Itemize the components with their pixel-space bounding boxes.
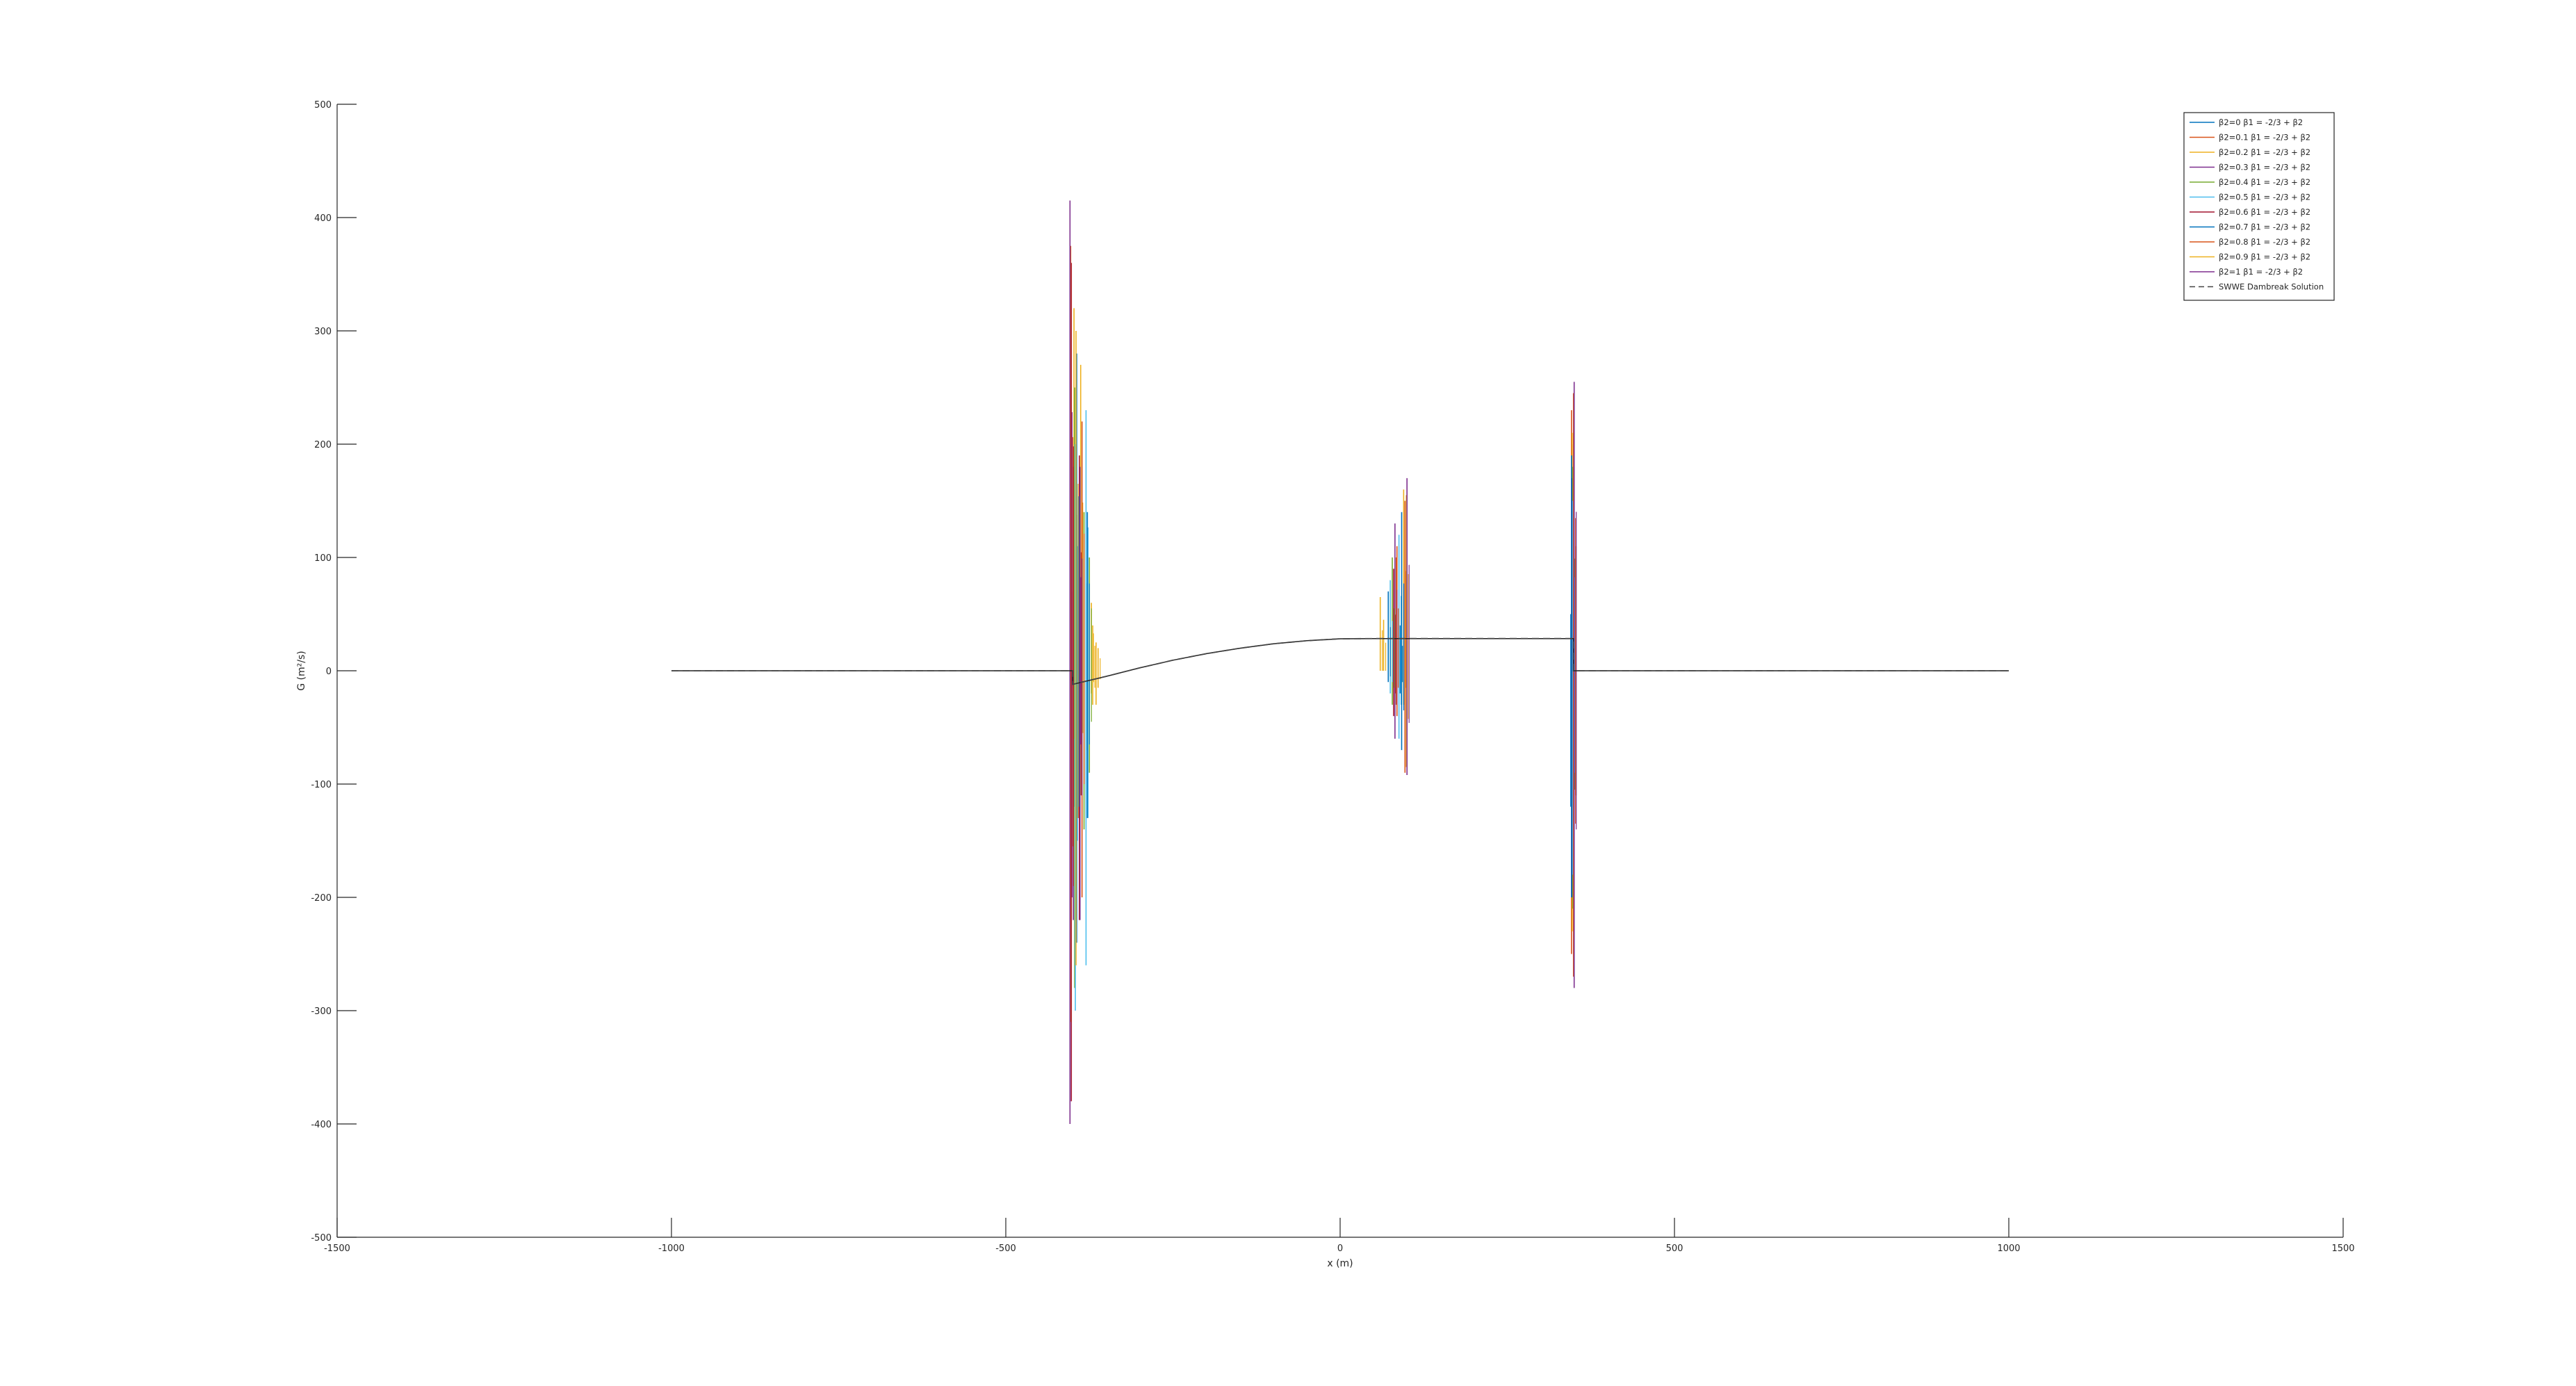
axes-layer: -1500 -1000 -500 0 500 1000 1500-500-400-300-2… <box>311 100 2354 1254</box>
y-tick-label: 200 <box>314 440 332 450</box>
y-tick-label: 0 <box>326 667 332 677</box>
y-tick-label: -300 <box>311 1006 332 1017</box>
legend: β2=0 β1 = -2/3 + β2 β2=0.1 β1 = -2/3 + β2… <box>2183 112 2335 301</box>
series-5 <box>1075 410 1576 1011</box>
series-10 <box>1069 200 1577 1124</box>
x-tick-label: -1000 <box>658 1244 685 1254</box>
legend-entry: β2=0.1 β1 = -2/3 + β2 <box>2219 133 2310 142</box>
y-tick-label: -100 <box>311 780 332 790</box>
legend-entry: β2=0.4 β1 = -2/3 + β2 <box>2219 177 2310 187</box>
reference-layer <box>671 637 2009 685</box>
y-tick-label: -500 <box>311 1233 332 1244</box>
x-tick-label: 0 <box>1337 1244 1343 1254</box>
y-axis-label: G (m²/s) <box>296 651 307 690</box>
x-tick-label: 1500 <box>2331 1244 2354 1254</box>
legend-entry: β2=0.5 β1 = -2/3 + β2 <box>2219 193 2310 202</box>
reference-line <box>671 637 2009 685</box>
x-axis-label: x (m) <box>1327 1258 1353 1269</box>
legend-entry: β2=0.9 β1 = -2/3 + β2 <box>2219 252 2310 262</box>
x-tick-label: -500 <box>995 1244 1016 1254</box>
legend-entry: β2=1 β1 = -2/3 + β2 <box>2219 267 2303 277</box>
legend-entry: β2=0.8 β1 = -2/3 + β2 <box>2219 237 2310 247</box>
plot-area <box>337 104 2343 1237</box>
x-tick-label: 1000 <box>1997 1244 2020 1254</box>
y-tick-label: -400 <box>311 1120 332 1130</box>
x-tick-label: -1500 <box>324 1244 350 1254</box>
legend-entry: β2=0.2 β1 = -2/3 + β2 <box>2219 147 2310 157</box>
y-tick-label: 300 <box>314 327 332 337</box>
legend-entry: β2=0.3 β1 = -2/3 + β2 <box>2219 163 2310 172</box>
legend-entry: β2=0 β1 = -2/3 + β2 <box>2219 117 2303 127</box>
y-tick-label: 500 <box>314 100 332 111</box>
legend-entry: β2=0.7 β1 = -2/3 + β2 <box>2219 222 2310 232</box>
y-tick-label: -200 <box>311 893 332 904</box>
x-tick-label: 500 <box>1666 1244 1684 1254</box>
y-tick-label: 400 <box>314 213 332 224</box>
y-tick-label: 100 <box>314 553 332 564</box>
legend-entry: SWWE Dambreak Solution <box>2219 282 2324 292</box>
legend-box <box>2183 112 2335 301</box>
legend-entry: β2=0.6 β1 = -2/3 + β2 <box>2219 207 2310 217</box>
